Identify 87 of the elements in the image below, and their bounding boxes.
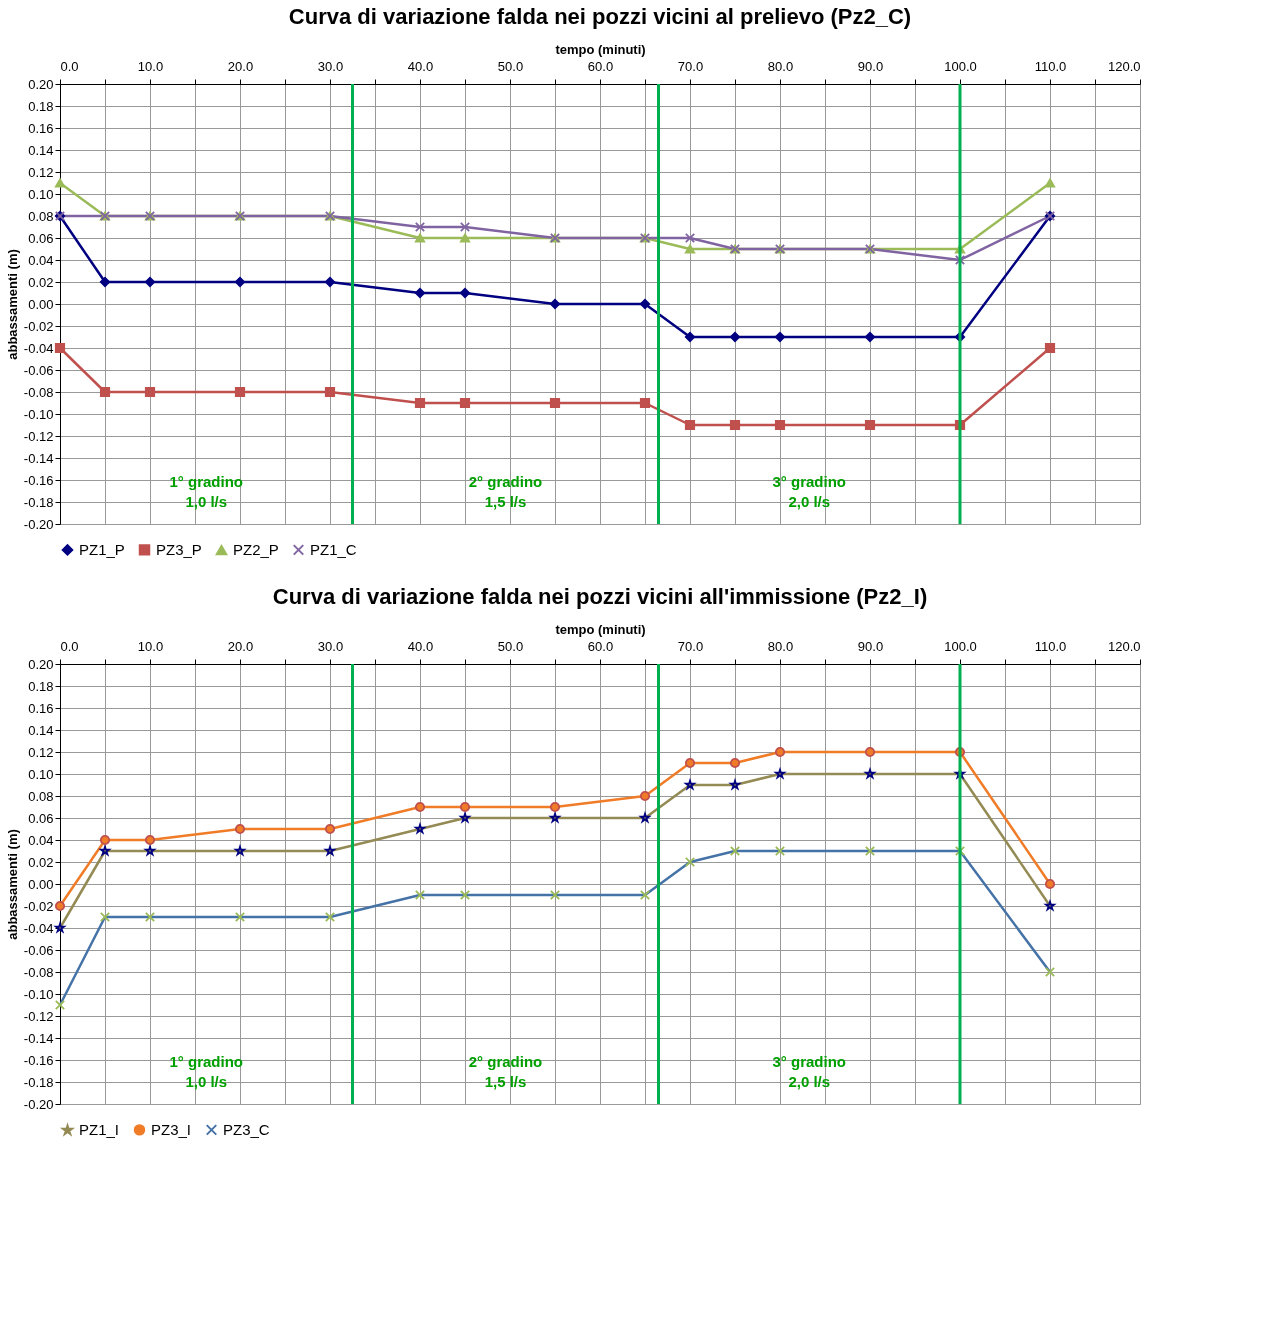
x-tick-label: 40.0 [407,58,434,74]
annotation: 1° gradino 1,0 l/s [169,473,244,510]
y-tick-label: 0.00 [28,296,54,312]
y-tick-label: -0.06 [23,942,54,958]
y-tick-label: -0.16 [23,1052,54,1068]
y-tick-label: 0.02 [28,274,54,290]
x-tick-label: 20.0 [227,58,254,74]
x-tick-label: 80.0 [767,638,794,654]
y-tick-label: -0.02 [23,898,54,914]
y-tick-label: 0.18 [28,678,54,694]
y-tick-label: 0.12 [28,744,54,760]
y-tick-label: -0.12 [23,428,54,444]
x-tick-label: 70.0 [677,638,704,654]
annotation: 3° gradino 2,0 l/s [772,1053,847,1090]
annotation: 3° gradino 2,0 l/s [772,473,847,510]
y-tick-label: 0.14 [28,722,54,738]
x-axis-title: tempo (minuti) [555,621,646,637]
y-tick-label: 0.16 [28,120,54,136]
y-tick-label: -0.18 [23,494,54,510]
x-tick-label: 80.0 [767,58,794,74]
y-tick-label: -0.04 [23,920,54,936]
x-tick-label: 30.0 [317,58,344,74]
x-tick-label: 40.0 [407,638,434,654]
y-tick-label: 0.04 [28,252,54,268]
y-axis-title: abbassamenti (m) [4,249,20,360]
y-tick-label: -0.14 [23,1030,54,1046]
chart-title: Curva di variazione falda nei pozzi vicini al prelievo (Pz2_C) [288,4,912,29]
annotation: 1° gradino 1,0 l/s [169,1053,244,1090]
annotation: 2° gradino 1,5 l/s [468,473,543,510]
x-tick-label: 70.0 [677,58,704,74]
y-tick-label: -0.06 [23,362,54,378]
x-tick-label: 50.0 [497,638,524,654]
y-tick-label: -0.12 [23,1008,54,1024]
x-tick-label: 60.0 [587,638,614,654]
x-tick-label: 120.0 [1107,58,1141,74]
y-tick-label: 0.16 [28,700,54,716]
x-tick-label: 120.0 [1107,638,1141,654]
y-tick-label: 0.20 [28,76,54,92]
y-tick-label: -0.18 [23,1074,54,1090]
legend-label: PZ3_C [223,1120,270,1138]
legend-label: PZ1_I [79,1121,120,1139]
x-tick-label: 0.0 [60,58,79,74]
y-tick-label: -0.02 [23,318,54,334]
y-tick-label: 0.12 [28,164,54,180]
x-tick-label: 0.0 [60,638,79,654]
x-tick-label: 110.0 [1034,638,1067,654]
y-tick-label: -0.16 [23,472,54,488]
x-tick-label: 20.0 [227,638,254,654]
x-tick-label: 50.0 [497,58,524,74]
annotation: 2° gradino 1,5 l/s [468,1053,543,1090]
x-tick-label: 100.0 [944,58,977,74]
y-tick-label: 0.02 [28,854,54,870]
y-tick-label: -0.20 [23,516,54,532]
y-tick-label: 0.04 [28,832,54,848]
y-tick-label: 0.06 [28,810,54,826]
legend-label: PZ3_I [151,1120,192,1138]
x-tick-label: 100.0 [944,638,977,654]
x-tick-label: 110.0 [1034,58,1067,74]
x-tick-label: 60.0 [587,58,614,74]
chart-title: Curva di variazione falda nei pozzi vicini all'immissione (Pz2_I) [272,584,928,609]
y-tick-label: 0.10 [28,766,54,782]
x-axis-title: tempo (minuti) [555,41,646,57]
y-tick-label: 0.18 [28,98,54,114]
y-axis-title: abbassamenti (m) [4,829,20,940]
legend-label: PZ1_C [310,540,357,558]
y-tick-label: 0.08 [28,208,54,224]
y-tick-label: 0.06 [28,230,54,246]
y-tick-label: -0.10 [23,406,54,422]
x-tick-label: 10.0 [137,58,164,74]
legend-label: PZ2_P [233,541,279,559]
x-tick-label: 90.0 [857,638,884,654]
y-tick-label: -0.04 [23,340,54,356]
y-tick-label: 0.10 [28,186,54,202]
y-tick-label: 0.00 [28,876,54,892]
legend-label: PZ1_P [79,540,125,558]
y-tick-label: 0.20 [28,656,54,672]
x-tick-label: 30.0 [317,638,344,654]
y-tick-label: -0.08 [23,964,54,980]
y-tick-label: -0.20 [23,1096,54,1112]
y-tick-label: -0.08 [23,384,54,400]
y-tick-label: 0.08 [28,788,54,804]
y-tick-label: 0.14 [28,142,54,158]
legend-label: PZ3_P [156,540,202,558]
y-tick-label: -0.14 [23,450,54,466]
x-tick-label: 10.0 [137,638,164,654]
x-tick-label: 90.0 [857,58,884,74]
y-tick-label: -0.10 [23,986,54,1002]
